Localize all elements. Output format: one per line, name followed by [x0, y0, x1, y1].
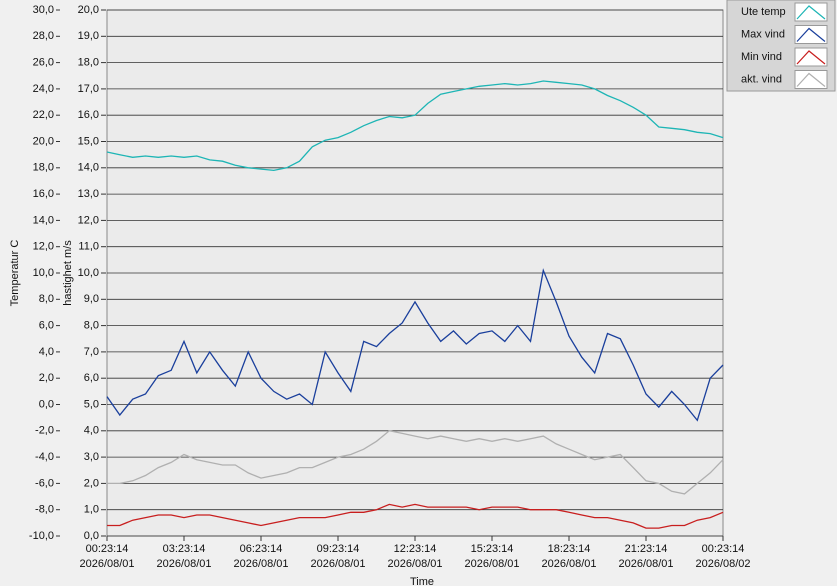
- series-line: [107, 430, 724, 495]
- y-tick-label: 12,0: [33, 241, 54, 253]
- y2-tick-label: 17,0: [78, 83, 99, 95]
- y2-tick-label: 16,0: [78, 109, 99, 121]
- series-line: [106, 268, 724, 422]
- legend-swatch-box: [794, 47, 828, 67]
- y-tick-label: 4,0: [39, 346, 54, 358]
- y-axis-title: Temperatur C: [9, 240, 21, 307]
- legend-label: Max vind: [741, 28, 785, 40]
- y2-tick-label: 10,0: [78, 267, 99, 279]
- y2-tick-label: 9,0: [84, 293, 99, 305]
- y2-tick-label: 19,0: [78, 30, 99, 42]
- y2-axis-title: hastighet m/s: [62, 240, 74, 306]
- series-line: [106, 80, 724, 172]
- y-tick-label: -4,0: [35, 451, 54, 463]
- legend-swatch: [796, 27, 826, 42]
- x-tick-label: 18:23:14 2026/08/01: [541, 543, 597, 570]
- y-tick-label: 24,0: [33, 83, 54, 95]
- y2-tick-label: 2,0: [84, 477, 99, 489]
- y-tick-label: 14,0: [33, 214, 54, 226]
- y2-tick-label: 1,0: [84, 504, 99, 516]
- y-tick-label: 16,0: [33, 188, 54, 200]
- legend-label: akt. vind: [741, 73, 782, 85]
- y-tick-label: 30,0: [33, 4, 54, 16]
- legend-swatch-box: [794, 70, 828, 89]
- y-tick-label: 8,0: [39, 293, 54, 305]
- y-tick-label: -6,0: [35, 477, 54, 489]
- y-tick-label: 28,0: [33, 30, 54, 42]
- y2-tick-label: 14,0: [78, 162, 99, 174]
- legend-swatch: [796, 50, 826, 65]
- y-tick-label: 26,0: [33, 57, 54, 69]
- y2-tick-label: 8,0: [84, 320, 99, 332]
- legend-swatch-box: [794, 25, 828, 44]
- y-tick-label: 18,0: [33, 162, 54, 174]
- y2-tick-label: 15,0: [78, 135, 99, 147]
- x-tick-label: 12:23:14 2026/08/01: [387, 543, 443, 570]
- y-tick-label: -8,0: [35, 504, 54, 516]
- y2-tick-label: 7,0: [84, 346, 99, 358]
- y2-tick-label: 13,0: [78, 188, 99, 200]
- x-tick-label: 00:23:14 2026/08/01: [79, 543, 135, 570]
- legend-swatch-box: [794, 2, 828, 22]
- x-tick-label: 21:23:14 2026/08/01: [618, 543, 674, 570]
- x-tick-label: 00:23:14 2026/08/02: [695, 543, 751, 570]
- y2-tick-label: 18,0: [78, 57, 99, 69]
- x-tick-label: 03:23:14 2026/08/01: [156, 543, 212, 570]
- legend-swatch: [796, 72, 826, 87]
- legend-swatch: [796, 5, 826, 20]
- y2-tick-label: 4,0: [84, 425, 99, 437]
- y-tick-label: 6,0: [39, 320, 54, 332]
- x-tick-label: 15:23:14 2026/08/01: [464, 543, 520, 570]
- y2-tick-label: 5,0: [84, 398, 99, 410]
- y-tick-label: -10,0: [29, 530, 54, 542]
- y-tick-label: 22,0: [33, 109, 54, 121]
- y-tick-label: 2,0: [39, 372, 54, 384]
- legend-label: Ute temp: [741, 6, 786, 18]
- y2-tick-label: 11,0: [78, 241, 99, 253]
- y-tick-label: 10,0: [33, 267, 54, 279]
- y2-tick-label: 20,0: [78, 4, 99, 16]
- y2-tick-label: 3,0: [84, 451, 99, 463]
- y2-tick-label: 0,0: [84, 530, 99, 542]
- series-line: [107, 503, 724, 529]
- x-tick-label: 09:23:14 2026/08/01: [310, 543, 366, 570]
- y2-tick-label: 6,0: [84, 372, 99, 384]
- x-tick-label: 06:23:14 2026/08/01: [233, 543, 289, 570]
- y2-tick-label: 12,0: [78, 214, 99, 226]
- y-tick-label: 0,0: [39, 398, 54, 410]
- y-tick-label: -2,0: [35, 425, 54, 437]
- legend-label: Min vind: [741, 51, 782, 63]
- y-tick-label: 20,0: [33, 135, 54, 147]
- x-axis-title: Time: [410, 576, 434, 586]
